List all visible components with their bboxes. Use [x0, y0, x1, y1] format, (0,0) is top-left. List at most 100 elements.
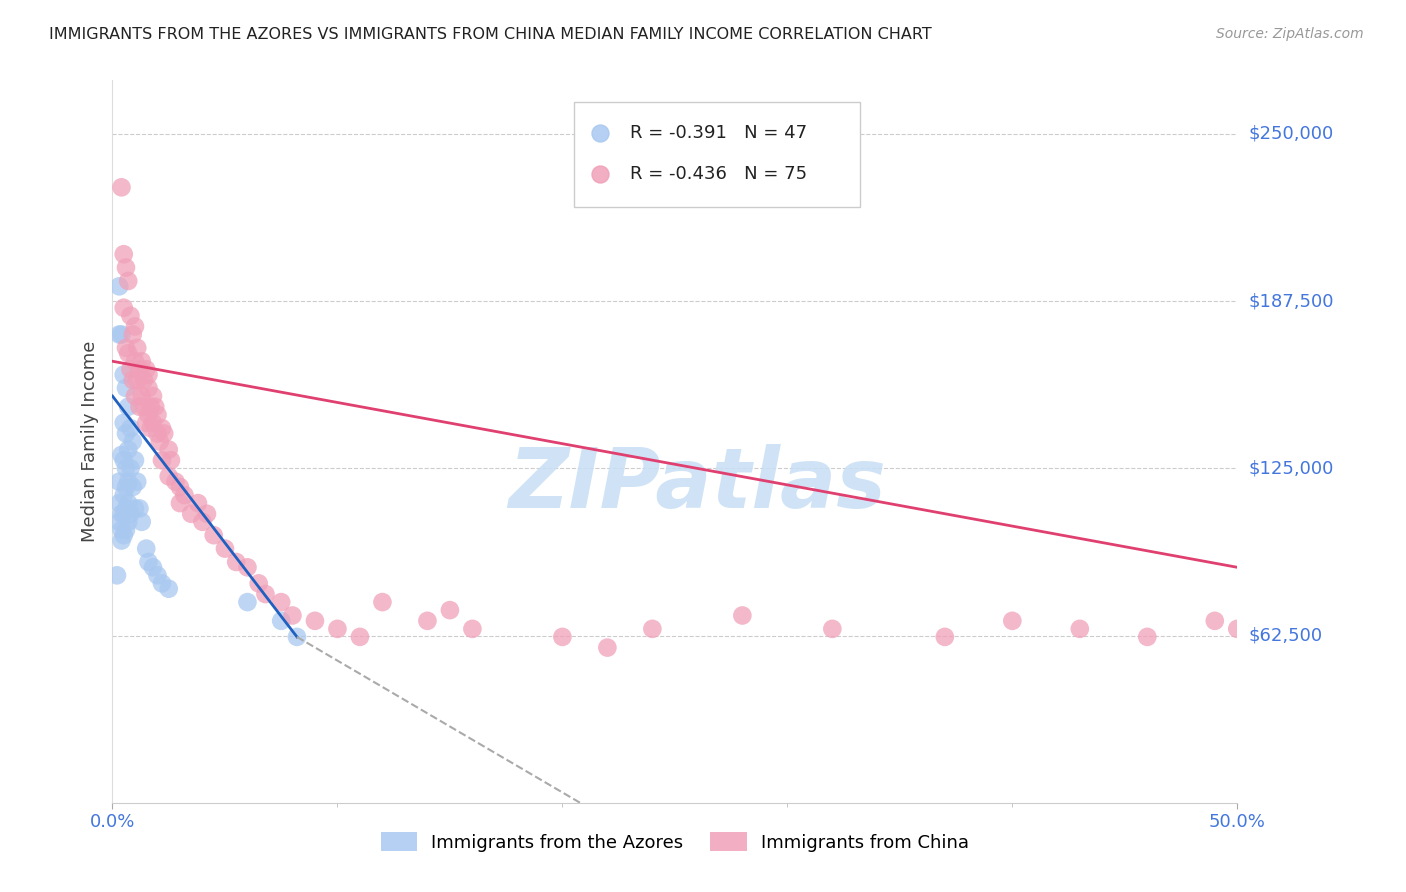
- Point: [115, 461, 138, 475]
- Point: [142, 389, 165, 403]
- Point: [596, 640, 619, 655]
- Point: [135, 416, 157, 430]
- Point: [128, 362, 150, 376]
- Point: [150, 576, 173, 591]
- Point: [117, 442, 139, 457]
- Point: [108, 496, 131, 510]
- Point: [135, 362, 157, 376]
- Text: $62,500: $62,500: [1249, 626, 1323, 645]
- Point: [120, 309, 142, 323]
- Point: [115, 341, 138, 355]
- Point: [254, 587, 277, 601]
- Point: [821, 622, 844, 636]
- Point: [112, 247, 135, 261]
- FancyBboxPatch shape: [574, 102, 860, 207]
- Point: [124, 319, 146, 334]
- Point: [551, 630, 574, 644]
- Point: [124, 354, 146, 368]
- Point: [115, 480, 138, 494]
- Point: [110, 523, 132, 537]
- Point: [135, 541, 157, 556]
- Point: [236, 595, 259, 609]
- Point: [115, 260, 138, 275]
- Point: [124, 453, 146, 467]
- Point: [112, 488, 135, 502]
- Point: [132, 400, 155, 414]
- Point: [641, 622, 664, 636]
- Point: [138, 368, 160, 382]
- Point: [110, 533, 132, 548]
- Point: [117, 515, 139, 529]
- Text: Source: ZipAtlas.com: Source: ZipAtlas.com: [1216, 27, 1364, 41]
- Point: [131, 389, 153, 403]
- Point: [124, 389, 146, 403]
- Point: [146, 568, 169, 582]
- Point: [326, 622, 349, 636]
- Point: [131, 354, 153, 368]
- Point: [731, 608, 754, 623]
- Point: [1226, 622, 1249, 636]
- Point: [112, 453, 135, 467]
- Text: IMMIGRANTS FROM THE AZORES VS IMMIGRANTS FROM CHINA MEDIAN FAMILY INCOME CORRELA: IMMIGRANTS FROM THE AZORES VS IMMIGRANTS…: [49, 27, 932, 42]
- Point: [108, 475, 131, 489]
- Point: [127, 373, 149, 387]
- Point: [236, 560, 259, 574]
- Point: [1076, 796, 1098, 810]
- Point: [160, 453, 183, 467]
- Point: [371, 595, 394, 609]
- Point: [1069, 622, 1091, 636]
- Point: [247, 576, 270, 591]
- Point: [117, 475, 139, 489]
- Point: [439, 603, 461, 617]
- Point: [121, 480, 143, 494]
- Point: [138, 408, 160, 422]
- Point: [1204, 614, 1226, 628]
- Text: R = -0.436   N = 75: R = -0.436 N = 75: [630, 165, 807, 183]
- Point: [214, 541, 236, 556]
- Point: [128, 501, 150, 516]
- Point: [157, 442, 180, 457]
- Point: [150, 453, 173, 467]
- Text: ZIPatlas: ZIPatlas: [509, 444, 886, 525]
- Point: [117, 400, 139, 414]
- Point: [934, 630, 956, 644]
- Point: [461, 622, 484, 636]
- Point: [115, 501, 138, 516]
- Point: [115, 381, 138, 395]
- Text: $125,000: $125,000: [1249, 459, 1334, 477]
- Point: [121, 373, 143, 387]
- Point: [115, 426, 138, 441]
- Point: [120, 461, 142, 475]
- Point: [127, 341, 149, 355]
- Point: [150, 421, 173, 435]
- Point: [225, 555, 247, 569]
- Point: [115, 523, 138, 537]
- Point: [117, 346, 139, 360]
- Point: [108, 327, 131, 342]
- Point: [117, 274, 139, 288]
- Point: [180, 507, 202, 521]
- Point: [153, 426, 176, 441]
- Point: [110, 448, 132, 462]
- Point: [202, 528, 225, 542]
- Point: [121, 434, 143, 449]
- Point: [187, 496, 209, 510]
- Point: [157, 469, 180, 483]
- Point: [117, 496, 139, 510]
- Point: [195, 507, 218, 521]
- Text: $250,000: $250,000: [1249, 125, 1334, 143]
- Point: [124, 501, 146, 516]
- Point: [138, 555, 160, 569]
- Point: [270, 595, 292, 609]
- Point: [120, 421, 142, 435]
- Point: [120, 362, 142, 376]
- Point: [270, 614, 292, 628]
- Point: [146, 408, 169, 422]
- Point: [112, 416, 135, 430]
- Point: [139, 421, 162, 435]
- Point: [139, 400, 162, 414]
- Point: [173, 488, 195, 502]
- Legend: Immigrants from the Azores, Immigrants from China: Immigrants from the Azores, Immigrants f…: [374, 825, 976, 859]
- Point: [112, 368, 135, 382]
- Point: [349, 630, 371, 644]
